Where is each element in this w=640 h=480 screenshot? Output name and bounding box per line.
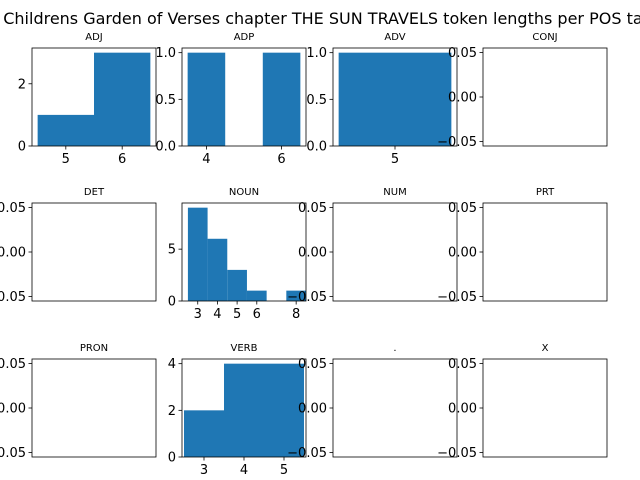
x-tick-label: 4	[240, 463, 248, 478]
y-tick-label: 0.5	[155, 93, 176, 108]
y-tick-label: 0.05	[0, 357, 26, 372]
y-tick-label: −0.05	[287, 290, 327, 305]
subplot-x: X −0.05 0.00 0.05	[437, 343, 608, 461]
y-tick-label: −0.05	[437, 446, 477, 461]
x-tick-label: 3	[200, 463, 208, 478]
x-tick-label: 6	[118, 152, 126, 167]
y-tick-label: 5	[168, 243, 176, 258]
subplot-adv: ADV 5 0.0 0.5 1.0	[306, 32, 458, 167]
y-tick-label: 0.00	[298, 402, 327, 417]
y-tick-label: 0.5	[306, 93, 327, 108]
subplot-title: .	[393, 343, 396, 354]
y-tick-label: 0.00	[0, 246, 26, 261]
subplot-title: ADV	[384, 32, 405, 43]
subplot-adp: ADP 4 6 0.0 0.5 1.0	[155, 32, 307, 167]
axes-frame-punct	[332, 358, 458, 458]
y-tick-label: −0.05	[287, 446, 327, 461]
subplot-conj: CONJ −0.05 0.00 0.05	[437, 32, 608, 150]
bar-adp-0	[187, 52, 226, 146]
y-tick-label: 0.05	[0, 201, 26, 216]
axes-frame-adj	[31, 47, 157, 147]
bar-adv-0	[338, 52, 452, 146]
bar-verb-2	[264, 363, 304, 457]
subplot-title: PRT	[536, 187, 555, 198]
bar-noun-4	[286, 290, 306, 301]
y-tick-label: 0.05	[448, 46, 477, 61]
subplot-num: NUM −0.05 0.00 0.05	[287, 187, 458, 305]
y-tick-label: 0.00	[448, 246, 477, 261]
x-tick-label: 5	[391, 152, 399, 167]
subplot-adj: ADJ 5 6 0 2	[18, 32, 157, 167]
subplot-prt: PRT −0.05 0.00 0.05	[437, 187, 608, 305]
axes-frame-adp	[181, 47, 307, 147]
y-tick-label: 0.05	[298, 357, 327, 372]
x-tick-label: 8	[292, 307, 300, 322]
y-tick-label: 0.00	[0, 402, 26, 417]
subplot-title: X	[542, 343, 549, 354]
y-tick-label: −0.05	[0, 290, 26, 305]
axes-frame-det	[31, 202, 157, 302]
x-tick-label: 5	[280, 463, 288, 478]
subplot-title: ADP	[234, 32, 255, 43]
y-tick-label: −0.05	[437, 290, 477, 305]
bar-adj-1	[94, 52, 151, 146]
bar-noun-0	[187, 207, 208, 301]
x-tick-label: 6	[253, 307, 261, 322]
subplot-title: VERB	[231, 343, 258, 354]
y-tick-label: 1.0	[306, 46, 327, 61]
bar-adp-1	[262, 52, 301, 146]
axes-frame-conj	[482, 47, 608, 147]
y-tick-label: 0	[168, 295, 176, 310]
y-tick-label: 0.00	[448, 402, 477, 417]
bar-adj-0	[37, 114, 94, 146]
subplot-punct: . −0.05 0.00 0.05	[287, 343, 458, 461]
y-tick-label: 0	[168, 451, 176, 466]
axes-frame-prt	[482, 202, 608, 302]
y-tick-label: 0.00	[448, 91, 477, 106]
subplot-title: CONJ	[532, 32, 557, 43]
y-tick-label: 4	[168, 357, 176, 372]
axes-frame-num	[332, 202, 458, 302]
x-tick-label: 6	[277, 152, 285, 167]
x-tick-label: 5	[62, 152, 70, 167]
bar-verb-1	[224, 363, 264, 457]
bar-noun-1	[207, 238, 228, 301]
y-tick-label: 0.0	[306, 140, 327, 155]
y-tick-label: 0.05	[298, 201, 327, 216]
y-tick-label: −0.05	[0, 446, 26, 461]
bar-noun-2	[227, 269, 247, 301]
x-tick-label: 4	[202, 152, 210, 167]
axes-frame-x	[482, 358, 608, 458]
subplot-title: PRON	[80, 343, 108, 354]
bar-verb-0	[184, 410, 224, 457]
subplot-title: ADJ	[85, 32, 103, 43]
y-tick-label: 0.05	[448, 357, 477, 372]
y-tick-label: 0.05	[448, 201, 477, 216]
subplot-det: DET −0.05 0.00 0.05	[0, 187, 157, 305]
x-tick-label: 5	[233, 307, 241, 322]
subplot-verb: VERB 3 4 5 0 2 4	[168, 343, 307, 478]
y-tick-label: 0.00	[298, 246, 327, 261]
subplot-title: NUM	[383, 187, 406, 198]
subplot-title: NOUN	[229, 187, 259, 198]
bar-noun-3	[246, 290, 267, 301]
x-tick-label: 3	[194, 307, 202, 322]
axes-frame-pron	[31, 358, 157, 458]
y-tick-label: 2	[18, 77, 26, 92]
y-tick-label: 1.0	[155, 46, 176, 61]
subplot-title: DET	[84, 187, 105, 198]
y-tick-label: 0.0	[155, 140, 176, 155]
x-tick-label: 4	[213, 307, 221, 322]
axes-frame-noun	[181, 202, 307, 302]
y-tick-label: −0.05	[437, 135, 477, 150]
y-tick-label: 2	[168, 404, 176, 419]
subplot-pron: PRON −0.05 0.00 0.05	[0, 343, 157, 461]
y-tick-label: 0	[18, 140, 26, 155]
figure-title: A Childrens Garden of Verses chapter THE…	[0, 9, 640, 28]
